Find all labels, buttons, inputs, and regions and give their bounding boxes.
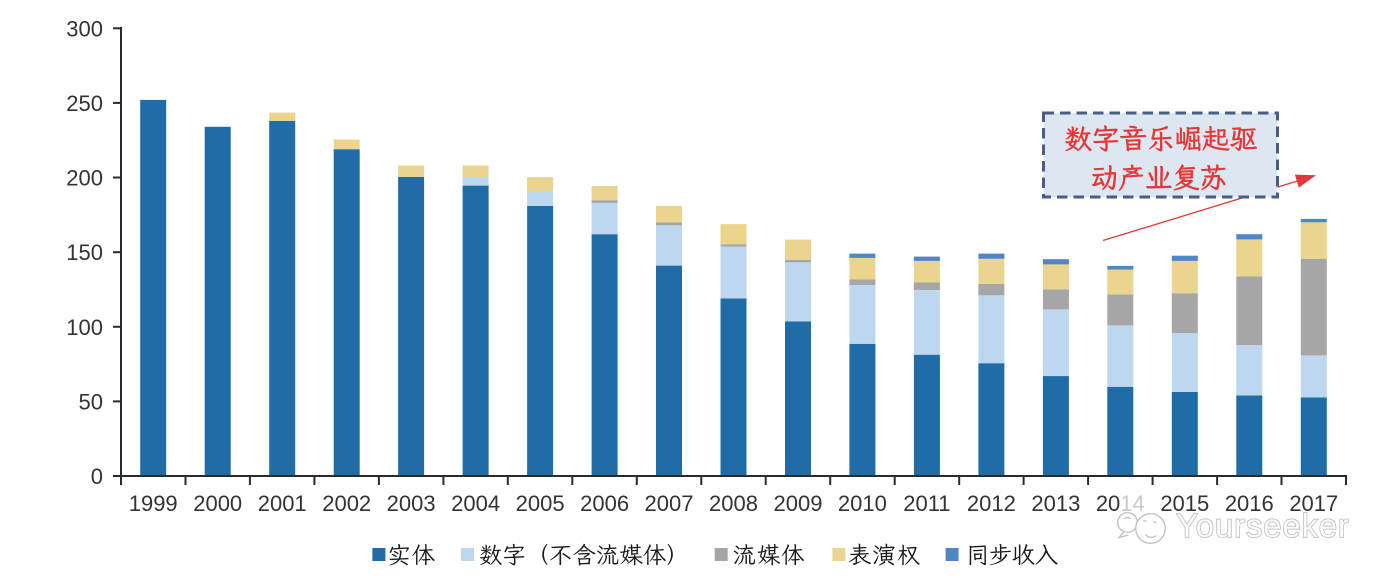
svg-text:2009: 2009 [774, 491, 823, 516]
svg-text:2007: 2007 [645, 491, 694, 516]
svg-text:2011: 2011 [903, 491, 950, 516]
svg-text:200: 200 [66, 166, 103, 191]
svg-text:2017: 2017 [1289, 491, 1338, 516]
svg-text:2002: 2002 [322, 491, 371, 516]
svg-text:150: 150 [66, 240, 103, 265]
svg-text:1999: 1999 [129, 491, 178, 516]
svg-text:50: 50 [79, 389, 103, 414]
svg-text:2006: 2006 [580, 491, 629, 516]
svg-text:2005: 2005 [516, 491, 565, 516]
svg-text:2010: 2010 [838, 491, 887, 516]
svg-text:100: 100 [66, 315, 103, 340]
svg-text:2012: 2012 [967, 491, 1016, 516]
svg-text:2015: 2015 [1160, 491, 1209, 516]
svg-text:250: 250 [66, 91, 103, 116]
svg-text:2004: 2004 [451, 491, 500, 516]
svg-text:2016: 2016 [1225, 491, 1274, 516]
svg-text:2008: 2008 [709, 491, 758, 516]
svg-text:Yourseeker: Yourseeker [1176, 507, 1350, 544]
svg-text:2013: 2013 [1031, 491, 1080, 516]
svg-text:2003: 2003 [387, 491, 436, 516]
svg-text:0: 0 [91, 464, 103, 489]
svg-text:2001: 2001 [258, 491, 307, 516]
svg-text:2000: 2000 [193, 491, 242, 516]
svg-text:300: 300 [66, 16, 103, 41]
